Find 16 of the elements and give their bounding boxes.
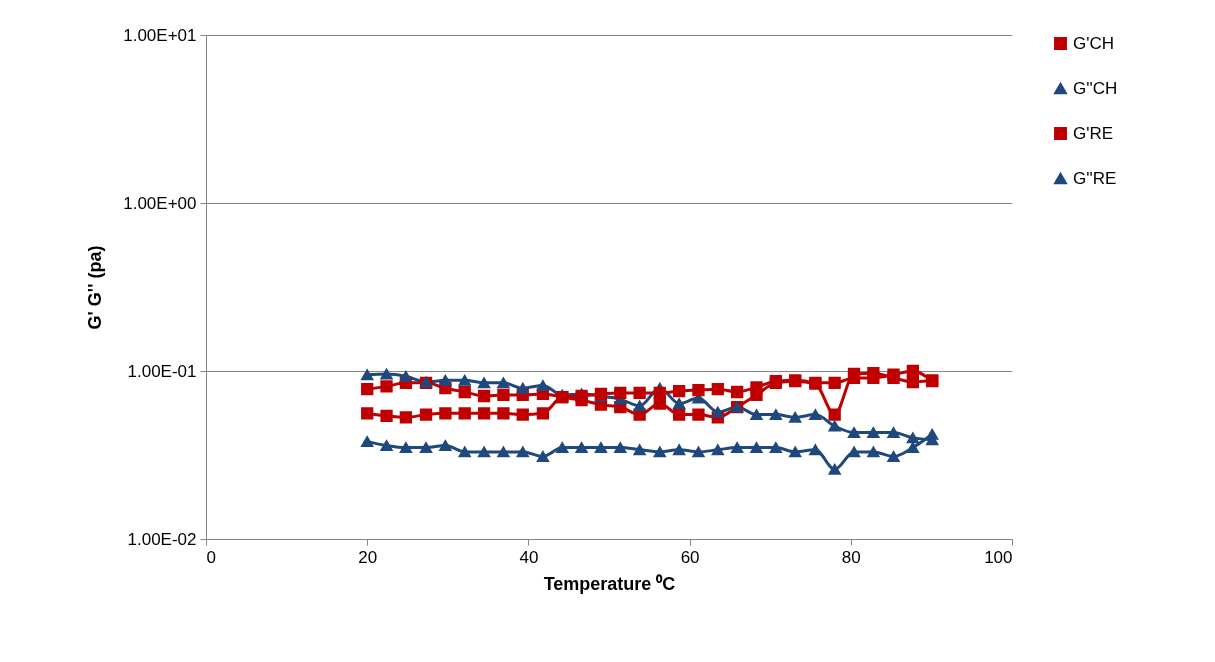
y-axis-title: G' G'' (pa) — [85, 245, 106, 330]
y-tick-label: 1.00E+01 — [123, 25, 197, 45]
x-tick-label: 0 — [206, 547, 216, 567]
x-tick-label: 100 — [984, 547, 1013, 567]
x-axis-title: Temperature ⁰C — [543, 573, 676, 594]
x-tick-label: 40 — [519, 547, 539, 567]
x-tick-label: 20 — [358, 547, 378, 567]
y-tick-label: 1.00E+00 — [123, 193, 197, 213]
legend-label: G'CH — [1073, 33, 1115, 53]
legend-label: G'RE — [1073, 123, 1114, 143]
legend-label: G''RE — [1073, 168, 1117, 188]
x-tick-label: 60 — [680, 547, 700, 567]
legend-label: G''CH — [1073, 78, 1118, 98]
y-tick-label: 1.00E-01 — [127, 361, 197, 381]
y-tick-label: 1.00E-02 — [127, 529, 197, 549]
x-tick-label: 80 — [841, 547, 861, 567]
